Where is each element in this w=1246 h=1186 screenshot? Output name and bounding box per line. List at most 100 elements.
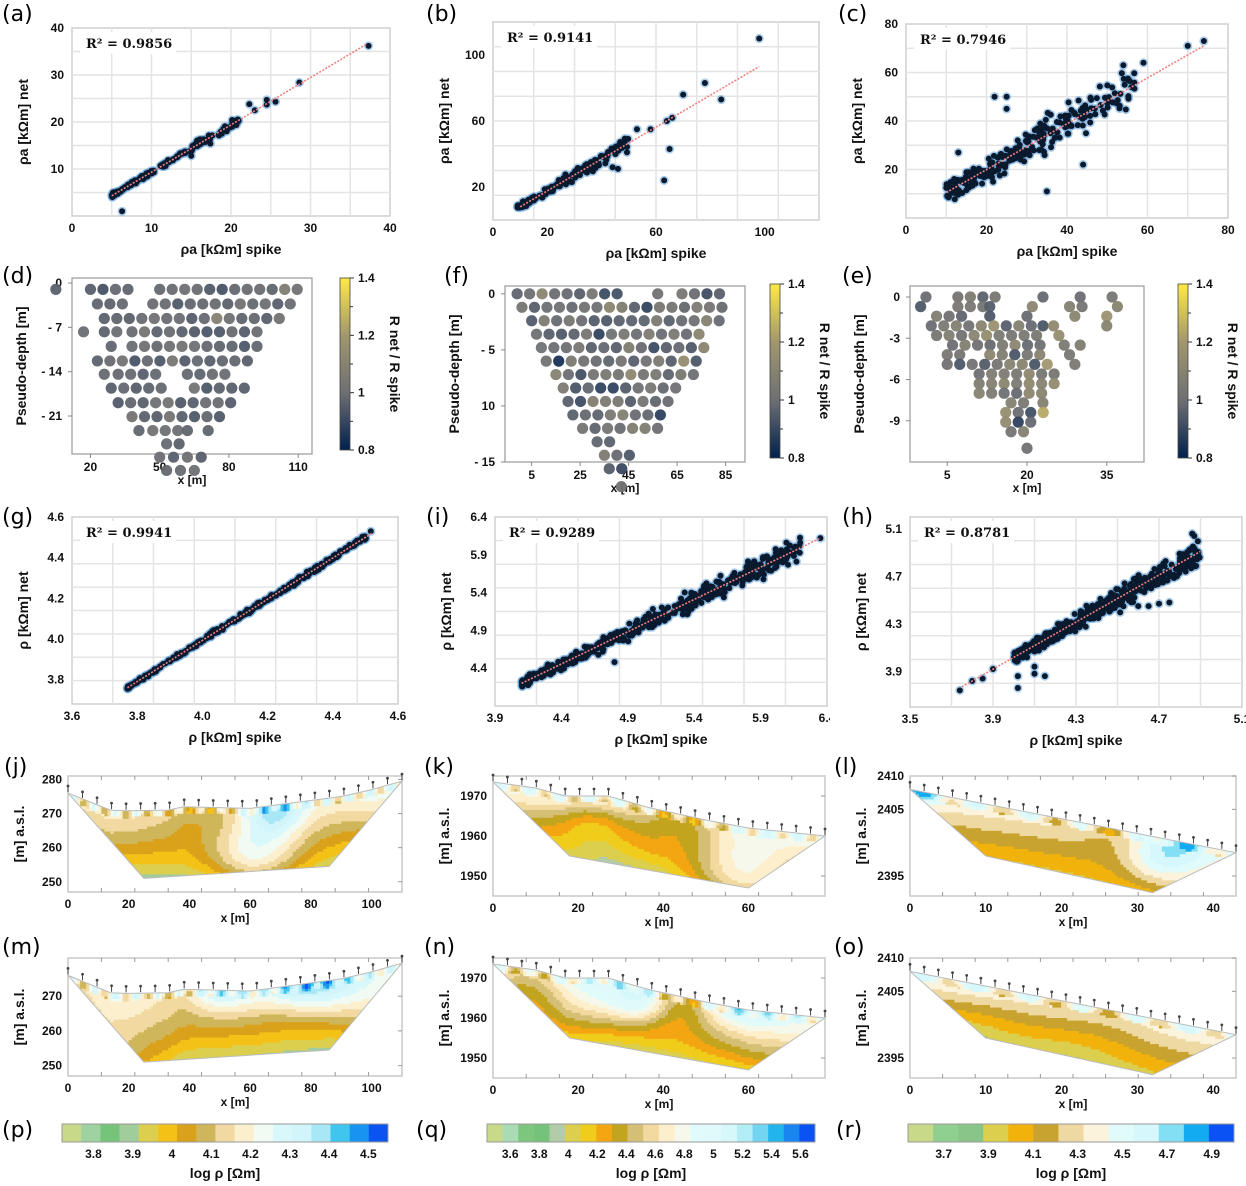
data-point — [1140, 59, 1147, 66]
data-point — [624, 395, 637, 408]
data-point — [188, 152, 195, 159]
data-point — [943, 329, 955, 342]
y-axis-label: ρ [kΩm] net — [15, 571, 31, 650]
data-point — [573, 342, 585, 354]
x-tick-label: 0 — [69, 221, 76, 235]
data-point — [1051, 626, 1058, 633]
data-point — [941, 358, 953, 370]
data-point — [1011, 378, 1023, 390]
x-tick-label: 3.5 — [902, 712, 919, 726]
data-point — [1111, 301, 1124, 313]
data-point — [1021, 349, 1033, 361]
data-point — [1130, 599, 1137, 606]
x-tick-label: 110 — [288, 460, 308, 474]
data-point — [1025, 416, 1037, 428]
data-point — [637, 368, 650, 381]
data-point — [1108, 605, 1115, 612]
data-point — [955, 310, 968, 322]
data-point — [225, 397, 237, 409]
data-point — [587, 368, 600, 381]
model-cell — [95, 816, 99, 820]
data-point — [1037, 397, 1049, 409]
data-point — [1036, 378, 1048, 390]
y-tick-label: -3 — [889, 331, 900, 345]
data-point — [187, 397, 199, 409]
data-point — [1026, 133, 1033, 140]
data-point — [1009, 349, 1021, 361]
data-point — [598, 342, 610, 354]
data-point — [1125, 95, 1132, 102]
data-point — [629, 409, 641, 421]
data-point — [91, 355, 103, 367]
data-point — [1075, 97, 1082, 104]
panel-label-d: (d) — [2, 264, 33, 289]
data-point — [212, 397, 224, 409]
data-point — [973, 378, 985, 390]
data-point — [1047, 320, 1060, 332]
data-point — [1063, 618, 1070, 625]
panel-label-a: (a) — [2, 2, 33, 27]
x-axis-label: ρ [kΩm] spike — [1029, 732, 1122, 748]
data-point — [530, 328, 543, 340]
data-point — [213, 326, 226, 338]
x-tick-label: 4.2 — [259, 709, 276, 723]
data-point — [1097, 595, 1104, 602]
data-point — [291, 283, 303, 295]
data-point — [1065, 99, 1072, 106]
data-point — [1083, 130, 1090, 137]
data-point — [555, 328, 568, 340]
data-point — [138, 326, 151, 338]
data-point — [781, 556, 788, 563]
y-tick-label: 5.9 — [470, 548, 487, 562]
data-point — [572, 174, 579, 181]
data-point — [993, 329, 1005, 342]
data-point — [1184, 42, 1191, 49]
data-point — [222, 298, 234, 310]
data-point — [985, 155, 992, 162]
data-point — [991, 358, 1003, 370]
data-point — [1029, 358, 1041, 370]
y-tick-label: 60 — [885, 66, 899, 80]
data-point — [191, 283, 203, 295]
colorbar-tick-label: 1.4 — [358, 271, 375, 285]
data-point — [143, 170, 150, 177]
data-point — [582, 382, 594, 394]
data-point — [991, 93, 998, 100]
y-tick-label: 5.1 — [885, 522, 902, 536]
data-point — [229, 355, 241, 367]
y-tick-label: 4.0 — [47, 632, 64, 646]
x-axis-label: ρ [kΩm] spike — [614, 731, 707, 747]
data-point — [1191, 533, 1198, 539]
data-point — [952, 301, 964, 313]
data-point — [1071, 110, 1078, 117]
data-point — [553, 301, 566, 313]
data-point — [1055, 621, 1062, 628]
data-point — [272, 298, 284, 310]
data-point — [662, 368, 675, 381]
panel-label-i: (i) — [426, 505, 449, 530]
data-point — [655, 616, 662, 623]
data-point — [556, 183, 563, 190]
data-point — [598, 449, 610, 461]
data-point — [1044, 630, 1051, 637]
data-point — [1058, 633, 1065, 640]
data-point — [1122, 106, 1129, 113]
data-point — [1016, 358, 1028, 370]
data-point — [218, 130, 225, 137]
data-point — [607, 382, 619, 394]
data-point — [162, 397, 174, 409]
data-point — [319, 563, 326, 570]
data-point — [617, 139, 624, 146]
data-point — [1188, 556, 1195, 563]
data-point — [1001, 170, 1008, 177]
data-point — [151, 326, 163, 338]
data-point — [1106, 291, 1118, 303]
data-point — [592, 409, 604, 421]
data-point — [760, 576, 767, 583]
data-point — [213, 382, 225, 394]
data-point — [623, 342, 635, 354]
data-point — [970, 165, 977, 172]
data-point — [1012, 416, 1024, 428]
data-point — [285, 585, 292, 592]
data-point — [642, 409, 654, 421]
